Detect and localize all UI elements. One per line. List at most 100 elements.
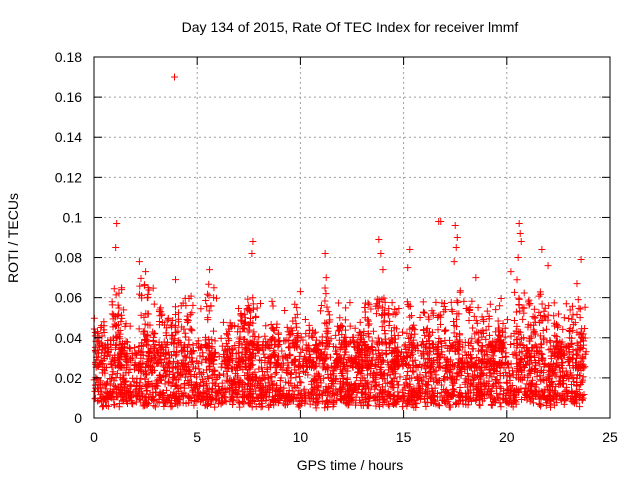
data-point — [479, 326, 487, 334]
data-point — [184, 347, 192, 355]
data-point — [465, 317, 473, 325]
data-point — [451, 221, 459, 229]
data-point — [441, 364, 449, 372]
data-point — [440, 308, 448, 316]
data-point — [524, 298, 532, 306]
data-point — [142, 268, 150, 276]
data-point — [486, 360, 494, 368]
data-point — [450, 362, 458, 370]
data-point — [405, 335, 413, 343]
data-point — [356, 396, 364, 404]
data-point — [470, 312, 478, 320]
data-point — [167, 403, 175, 411]
data-point — [172, 352, 180, 360]
data-point — [326, 384, 334, 392]
data-point — [262, 382, 270, 390]
data-point — [539, 336, 547, 344]
data-point — [172, 303, 180, 311]
data-point — [459, 362, 467, 370]
data-point — [323, 388, 331, 396]
data-point — [304, 355, 312, 363]
data-point — [381, 330, 389, 338]
data-point — [336, 354, 344, 362]
data-point — [123, 349, 131, 357]
data-point — [298, 396, 306, 404]
data-point — [243, 371, 251, 379]
data-point — [181, 352, 189, 360]
data-point — [111, 320, 119, 328]
data-point — [224, 378, 232, 386]
data-point — [231, 322, 239, 330]
data-point — [513, 344, 521, 352]
data-point — [212, 376, 220, 384]
data-point — [118, 344, 126, 352]
data-point — [516, 349, 524, 357]
data-point — [194, 396, 202, 404]
data-point — [527, 352, 535, 360]
data-point — [421, 369, 429, 377]
data-point — [185, 295, 193, 303]
data-point — [249, 390, 257, 398]
data-point — [419, 374, 427, 382]
data-point — [489, 381, 497, 389]
data-point — [110, 336, 118, 344]
data-point — [548, 369, 556, 377]
data-point — [403, 329, 411, 337]
data-point — [571, 390, 579, 398]
data-point — [462, 351, 470, 359]
data-point — [193, 357, 201, 365]
data-point — [525, 301, 533, 309]
data-point — [108, 298, 116, 306]
data-point — [144, 399, 152, 407]
data-point — [374, 304, 382, 312]
data-point — [450, 321, 458, 329]
data-point — [250, 328, 258, 336]
data-point — [203, 373, 211, 381]
data-point — [277, 383, 285, 391]
data-point — [566, 369, 574, 377]
data-point — [523, 352, 531, 360]
data-point — [188, 327, 196, 335]
data-point — [410, 384, 418, 392]
data-point — [576, 403, 584, 411]
data-point — [142, 380, 150, 388]
data-point — [177, 383, 185, 391]
data-point — [424, 313, 432, 321]
data-point — [156, 351, 164, 359]
data-point — [510, 397, 518, 405]
data-point — [196, 343, 204, 351]
data-point — [211, 403, 219, 411]
data-point — [294, 362, 302, 370]
data-point — [172, 310, 180, 318]
data-point — [381, 387, 389, 395]
data-point — [553, 323, 561, 331]
data-point — [571, 359, 579, 367]
data-point — [115, 403, 123, 411]
data-point — [530, 329, 538, 337]
data-point — [253, 342, 261, 350]
data-point — [139, 359, 147, 367]
data-point — [115, 304, 123, 312]
data-point — [570, 378, 578, 386]
data-point — [192, 373, 200, 381]
data-point — [391, 396, 399, 404]
data-point — [547, 403, 555, 411]
data-point — [442, 341, 450, 349]
data-point — [379, 374, 387, 382]
data-point — [273, 362, 281, 370]
data-point — [560, 314, 568, 322]
data-point — [357, 369, 365, 377]
data-point — [550, 299, 558, 307]
data-point — [538, 350, 546, 358]
data-point — [559, 325, 567, 333]
data-point — [310, 386, 318, 394]
data-point — [99, 403, 107, 411]
data-point — [542, 399, 550, 407]
data-point — [135, 258, 143, 266]
data-point — [410, 368, 418, 376]
data-point — [465, 360, 473, 368]
data-point — [235, 304, 243, 312]
data-point — [296, 373, 304, 381]
data-point — [360, 358, 368, 366]
data-point — [211, 381, 219, 389]
